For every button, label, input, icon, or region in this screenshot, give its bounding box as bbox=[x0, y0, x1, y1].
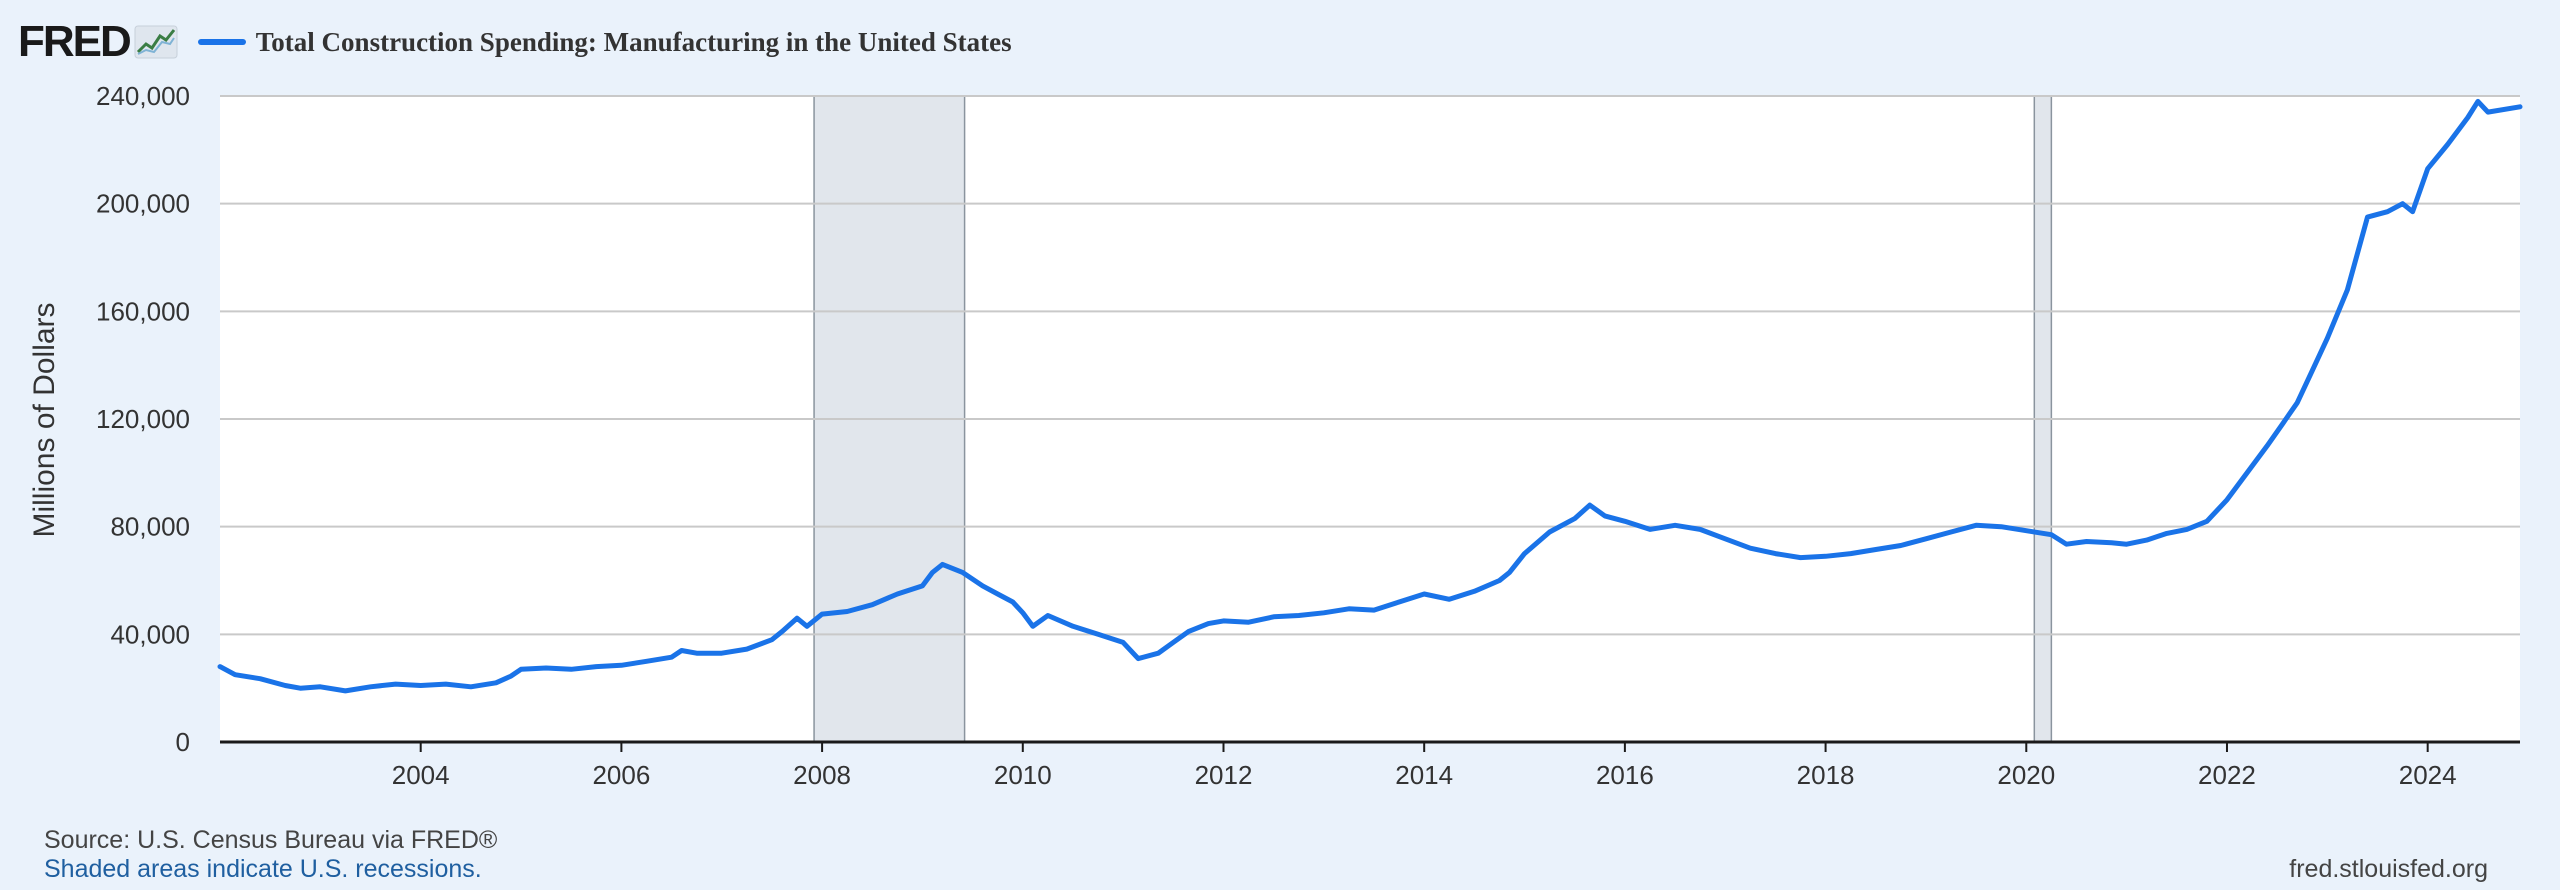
fred-logo[interactable]: FRED bbox=[18, 20, 178, 64]
chart-header: FRED Total Construction Spending: Manufa… bbox=[18, 14, 1012, 70]
series-line-0 bbox=[217, 98, 2523, 694]
y-tick-label: 40,000 bbox=[110, 619, 190, 649]
y-axis-tick-labels: 0 40,000 80,000 120,000 160,000 200,000 240,00… bbox=[96, 81, 190, 757]
legend-label: Total Construction Spending: Manufacturi… bbox=[255, 26, 1012, 57]
x-tick-label: 2020 bbox=[1997, 760, 2055, 790]
grid-lines bbox=[220, 95, 2520, 744]
x-tick-label: 2008 bbox=[793, 760, 851, 790]
y-tick-label: 240,000 bbox=[96, 81, 190, 111]
fred-url[interactable]: fred.stlouisfed.org bbox=[2289, 855, 2488, 883]
y-tick-label: 80,000 bbox=[110, 512, 190, 542]
source-note: Source: U.S. Census Bureau via FRED® bbox=[44, 826, 498, 854]
y-tick-label: 200,000 bbox=[96, 189, 190, 219]
recession-note[interactable]: Shaded areas indicate U.S. recessions. bbox=[44, 855, 482, 883]
chart-legend: Total Construction Spending: Manufacturi… bbox=[197, 26, 1012, 58]
fred-logo-text: FRED bbox=[18, 17, 132, 66]
y-tick-label: 0 bbox=[176, 727, 190, 757]
y-tick-label: 160,000 bbox=[96, 296, 190, 326]
line-graph-icon bbox=[134, 25, 178, 59]
x-tick-label: 2012 bbox=[1195, 760, 1253, 790]
x-tick-label: 2018 bbox=[1797, 760, 1855, 790]
x-tick-label: 2024 bbox=[2399, 760, 2457, 790]
x-tick-label: 2004 bbox=[392, 760, 450, 790]
x-tick-label: 2010 bbox=[994, 760, 1052, 790]
x-tick-label: 2014 bbox=[1395, 760, 1453, 790]
y-tick-label: 120,000 bbox=[96, 404, 190, 434]
series-layer bbox=[217, 98, 2523, 694]
x-tick-label: 2022 bbox=[2198, 760, 2256, 790]
x-tick-label: 2016 bbox=[1596, 760, 1654, 790]
y-axis-title: Millions of Dollars bbox=[28, 302, 61, 537]
x-tick-label: 2006 bbox=[592, 760, 650, 790]
legend-swatch bbox=[197, 39, 246, 45]
x-axis-tick-labels: 2004 2006 2008 2010 2012 2014 2016 2018 2020 2022… bbox=[392, 742, 2457, 790]
